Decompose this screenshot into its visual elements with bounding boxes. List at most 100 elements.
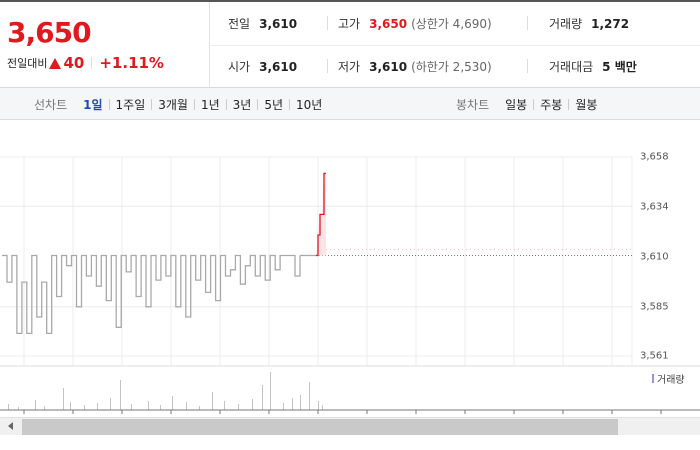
- period-10y[interactable]: 10년: [296, 97, 323, 112]
- stat-value: 3,650: [369, 16, 408, 31]
- period-1d[interactable]: 1일: [83, 97, 103, 112]
- volume-bar: [186, 402, 187, 410]
- stat-label: 전일: [228, 17, 251, 31]
- divider: [289, 98, 291, 110]
- line-chart-label: 선차트: [34, 97, 68, 112]
- volume-bar: [172, 396, 173, 410]
- change-percent: +1.11%: [99, 54, 164, 72]
- stat-low: 저가 3,610 (하한가 2,530): [338, 45, 492, 88]
- divider: [568, 98, 570, 110]
- line-chart-periods: 선차트 1일 1주일 3개월 1년 3년 5년 10년: [34, 88, 328, 120]
- divider: [327, 16, 328, 30]
- volume-bar: [84, 405, 85, 410]
- volume-bar: [120, 380, 121, 410]
- stat-open: 시가 3,610: [228, 45, 297, 88]
- stat-label: 거래량: [549, 17, 583, 31]
- volume-bar: [292, 398, 293, 410]
- period-1y[interactable]: 1년: [200, 97, 220, 112]
- stat-prev-close: 전일 3,610: [228, 2, 297, 45]
- divider: [527, 59, 528, 73]
- stat-value: 1,272: [591, 16, 630, 31]
- volume-bar: [18, 407, 19, 410]
- volume-bar: [300, 395, 301, 410]
- volume-bar: [160, 405, 161, 410]
- y-tick-label: 3,634: [640, 201, 669, 213]
- period-3y[interactable]: 3년: [232, 97, 252, 112]
- stat-label: 시가: [228, 60, 251, 74]
- volume-bar: [44, 406, 45, 410]
- volume-bar: [283, 403, 284, 410]
- divider: [151, 98, 153, 110]
- divider: [108, 98, 110, 110]
- stat-value: 5 백만: [602, 60, 637, 74]
- scroll-left-icon[interactable]: [8, 422, 13, 430]
- chart-toolbar: 선차트 1일 1주일 3개월 1년 3년 5년 10년 봉차트 일봉 주봉 월봉: [0, 88, 700, 120]
- stat-label: 저가: [338, 60, 361, 74]
- lower-limit: (하한가 2,530): [411, 60, 492, 74]
- stat-value: 3,610: [259, 16, 298, 31]
- period-5y[interactable]: 5년: [264, 97, 284, 112]
- volume-bar: [97, 403, 98, 410]
- stat-high: 고가 3,650 (상한가 4,690): [338, 2, 492, 45]
- candle-monthly[interactable]: 월봉: [575, 97, 598, 112]
- stat-value: 3,610: [369, 59, 408, 74]
- divider: [327, 59, 328, 73]
- stat-trade-amount: 거래대금 5 백만: [549, 45, 637, 88]
- y-tick-label: 3,585: [640, 301, 669, 313]
- stat-label: 거래대금: [549, 60, 594, 74]
- change-row: 전일대비 40 +1.11%: [7, 54, 164, 72]
- quote-summary: 3,650 전일대비 40 +1.11% 전일 3,610 고가 3,650 (…: [0, 2, 700, 88]
- volume-bar: [148, 401, 149, 410]
- stat-label: 고가: [338, 17, 361, 31]
- volume-bar: [35, 400, 36, 410]
- volume-bar: [322, 405, 323, 410]
- volume-bar: [70, 402, 71, 410]
- period-3m[interactable]: 3개월: [158, 97, 188, 112]
- volume-legend-label: 거래량: [657, 375, 685, 386]
- period-1w[interactable]: 1주일: [115, 97, 146, 112]
- up-triangle-icon: [49, 57, 62, 69]
- stat-volume: 거래량 1,272: [549, 2, 629, 45]
- divider: [527, 16, 528, 30]
- volume-bar: [199, 406, 200, 410]
- stat-value: 3,610: [259, 59, 298, 74]
- price-chart[interactable]: 3,658 3,634 3,610 3,585 3,561 거래량: [0, 121, 700, 417]
- volume-bar: [270, 372, 271, 410]
- volume-bar: [238, 404, 239, 410]
- volume-bar: [63, 388, 64, 410]
- volume-bar: [212, 392, 213, 410]
- volume-bar: [262, 385, 263, 410]
- divider: [225, 98, 227, 110]
- candle-chart-label: 봉차트: [456, 97, 490, 112]
- stats-grid: 전일 3,610 고가 3,650 (상한가 4,690) 거래량 1,272 …: [211, 2, 700, 88]
- volume-bar: [8, 404, 9, 410]
- candle-chart-periods: 봉차트 일봉 주봉 월봉: [456, 88, 603, 120]
- volume-legend-swatch: [652, 374, 654, 383]
- volume-bar: [318, 401, 319, 410]
- volume-bar: [110, 398, 111, 410]
- price-line: [2, 254, 301, 335]
- price-panel: 3,650 전일대비 40 +1.11%: [0, 2, 210, 88]
- current-price: 3,650: [7, 16, 92, 49]
- volume-bar: [131, 404, 132, 410]
- up-line: [316, 172, 326, 257]
- volume-bar: [224, 401, 225, 410]
- change-label: 전일대비: [7, 57, 48, 70]
- divider: [533, 98, 535, 110]
- candle-daily[interactable]: 일봉: [505, 97, 528, 112]
- top-border: [0, 0, 700, 2]
- divider: [91, 57, 93, 69]
- divider: [257, 98, 259, 110]
- scroll-thumb[interactable]: [22, 419, 618, 435]
- chart-canvas: [0, 156, 700, 414]
- upper-limit: (상한가 4,690): [411, 17, 492, 31]
- candle-weekly[interactable]: 주봉: [540, 97, 563, 112]
- y-tick-label: 3,561: [640, 350, 669, 362]
- volume-bar: [252, 399, 253, 410]
- volume-legend: 거래량: [652, 371, 685, 386]
- divider: [193, 98, 195, 110]
- row-divider: [211, 45, 700, 46]
- change-value: 40: [63, 54, 85, 72]
- y-tick-label: 3,658: [640, 151, 669, 163]
- chart-scrollbar[interactable]: [0, 417, 700, 435]
